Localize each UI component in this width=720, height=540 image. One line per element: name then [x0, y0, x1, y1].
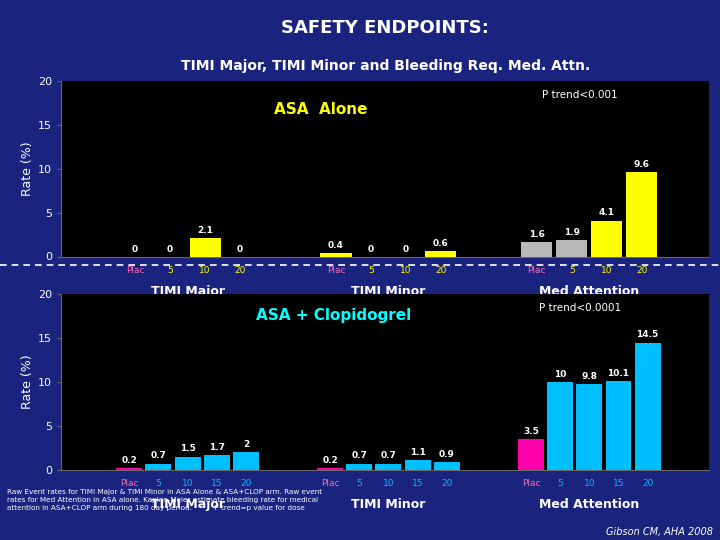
- Text: 20: 20: [441, 480, 452, 489]
- Bar: [557, 240, 588, 256]
- Text: 5: 5: [167, 266, 173, 275]
- Text: 9.6: 9.6: [634, 160, 650, 169]
- Bar: [626, 172, 657, 256]
- Text: 5: 5: [368, 266, 374, 275]
- Text: 0: 0: [237, 245, 243, 254]
- Text: 15: 15: [613, 480, 624, 489]
- Text: 1.5: 1.5: [179, 444, 196, 454]
- Bar: [189, 238, 220, 256]
- Text: 10.1: 10.1: [608, 369, 629, 378]
- Text: 15: 15: [412, 480, 423, 489]
- Text: 14.5: 14.5: [636, 330, 659, 340]
- Text: 1.7: 1.7: [209, 443, 225, 452]
- Text: Med Attention: Med Attention: [539, 285, 639, 298]
- Text: 0.7: 0.7: [150, 451, 166, 461]
- Text: Plac: Plac: [126, 266, 144, 275]
- Y-axis label: Rate (%): Rate (%): [21, 355, 34, 409]
- Bar: [174, 457, 200, 470]
- Text: 10: 10: [400, 266, 412, 275]
- Bar: [346, 464, 372, 470]
- Text: ASA  Alone: ASA Alone: [274, 102, 367, 117]
- Text: 5: 5: [557, 480, 563, 489]
- Text: 0.6: 0.6: [433, 239, 449, 248]
- Text: TIMI Major: TIMI Major: [150, 285, 225, 298]
- Text: 20: 20: [636, 266, 647, 275]
- Text: 0.4: 0.4: [328, 241, 344, 250]
- Bar: [204, 455, 230, 470]
- Text: 15: 15: [211, 480, 222, 489]
- Text: 20: 20: [642, 480, 653, 489]
- Text: 5: 5: [156, 480, 161, 489]
- Text: 2: 2: [243, 440, 249, 449]
- Text: 0.9: 0.9: [438, 450, 455, 459]
- Text: 20: 20: [240, 480, 251, 489]
- Text: 5: 5: [356, 480, 362, 489]
- Text: 20: 20: [235, 266, 246, 275]
- Text: TIMI Major, TIMI Minor and Bleeding Req. Med. Attn.: TIMI Major, TIMI Minor and Bleeding Req.…: [181, 59, 590, 73]
- Text: Plac: Plac: [120, 480, 138, 489]
- Text: 0: 0: [132, 245, 138, 254]
- Text: 0.2: 0.2: [323, 456, 338, 465]
- Text: P trend<0.001: P trend<0.001: [541, 90, 618, 100]
- Bar: [320, 253, 351, 256]
- Bar: [521, 242, 552, 256]
- Bar: [426, 251, 456, 256]
- Bar: [577, 384, 603, 470]
- Text: Plac: Plac: [522, 480, 540, 489]
- Text: 20: 20: [436, 266, 446, 275]
- Bar: [318, 468, 343, 470]
- Text: 10: 10: [601, 266, 613, 275]
- Text: Plac: Plac: [321, 480, 339, 489]
- Text: 0.7: 0.7: [380, 451, 397, 461]
- Text: 3.5: 3.5: [523, 427, 539, 436]
- Text: TIMI Minor: TIMI Minor: [351, 498, 426, 511]
- Text: 10: 10: [182, 480, 193, 489]
- Text: 0: 0: [368, 245, 374, 254]
- Text: 1.6: 1.6: [529, 230, 545, 239]
- Y-axis label: Rate (%): Rate (%): [21, 141, 34, 196]
- Text: Gibson CM, AHA 2008: Gibson CM, AHA 2008: [606, 527, 713, 537]
- Bar: [117, 468, 142, 470]
- Text: 10: 10: [554, 370, 567, 379]
- Bar: [518, 439, 544, 470]
- Text: ASA + Clopidogrel: ASA + Clopidogrel: [256, 308, 411, 323]
- Text: 1.9: 1.9: [564, 228, 580, 237]
- Text: Plac: Plac: [327, 266, 345, 275]
- Text: 10: 10: [383, 480, 394, 489]
- Text: 1.1: 1.1: [410, 448, 426, 457]
- Text: 10: 10: [199, 266, 211, 275]
- Text: 0: 0: [403, 245, 409, 254]
- Bar: [635, 342, 661, 470]
- Bar: [606, 381, 631, 470]
- Text: TIMI Minor: TIMI Minor: [351, 285, 426, 298]
- Text: 2.1: 2.1: [197, 226, 213, 235]
- Text: P trend<0.0001: P trend<0.0001: [539, 303, 621, 313]
- Text: 0.7: 0.7: [351, 451, 367, 461]
- Text: TIMI Major: TIMI Major: [150, 498, 225, 511]
- Text: 4.1: 4.1: [599, 208, 615, 218]
- Bar: [233, 453, 259, 470]
- Text: Raw Event rates for TIMI Major & TIMI Minor in ASA Alone & ASA+CLOP arm. Raw eve: Raw Event rates for TIMI Major & TIMI Mi…: [7, 489, 323, 511]
- Text: Plac: Plac: [528, 266, 546, 275]
- Text: 0.2: 0.2: [122, 456, 137, 465]
- Bar: [376, 464, 402, 470]
- Bar: [405, 460, 431, 470]
- Text: 10: 10: [584, 480, 595, 489]
- Text: SAFETY ENDPOINTS:: SAFETY ENDPOINTS:: [282, 19, 489, 37]
- Text: 0: 0: [167, 245, 173, 254]
- Text: 9.8: 9.8: [581, 372, 598, 381]
- Text: 5: 5: [569, 266, 575, 275]
- Bar: [591, 220, 622, 256]
- Bar: [145, 464, 171, 470]
- Text: Med Attention: Med Attention: [539, 498, 639, 511]
- Bar: [547, 382, 573, 470]
- Bar: [433, 462, 459, 470]
